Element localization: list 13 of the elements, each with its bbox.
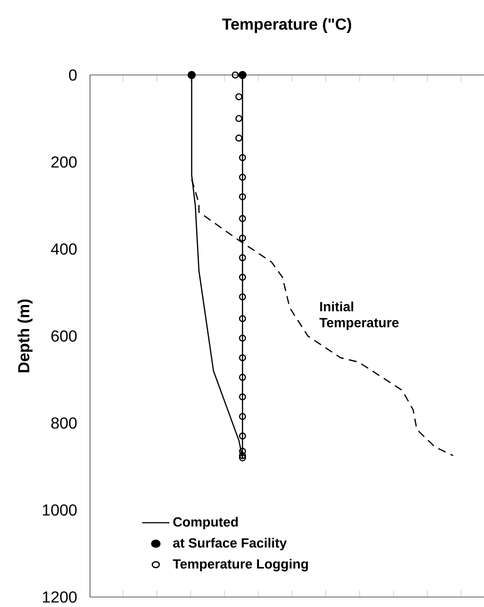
chart-title: Temperature ("C) <box>222 18 352 33</box>
y-axis-title: Depth (m) <box>18 299 33 372</box>
y-tick-label: 600 <box>51 330 77 342</box>
y-tick-label: 1000 <box>42 504 77 516</box>
y-tick-label: 1200 <box>42 591 77 603</box>
y-tick-label: 200 <box>51 156 77 168</box>
y-tick-label: 400 <box>50 243 77 255</box>
legend-label: Computed <box>173 516 238 530</box>
legend-label: Temperature Logging <box>172 558 308 572</box>
y-tick-label: 800 <box>51 417 77 429</box>
annotation: Initial Temperature <box>319 302 399 330</box>
y-tick-label: 0 <box>69 69 77 81</box>
legend-label: at Surface Facility <box>173 538 287 550</box>
